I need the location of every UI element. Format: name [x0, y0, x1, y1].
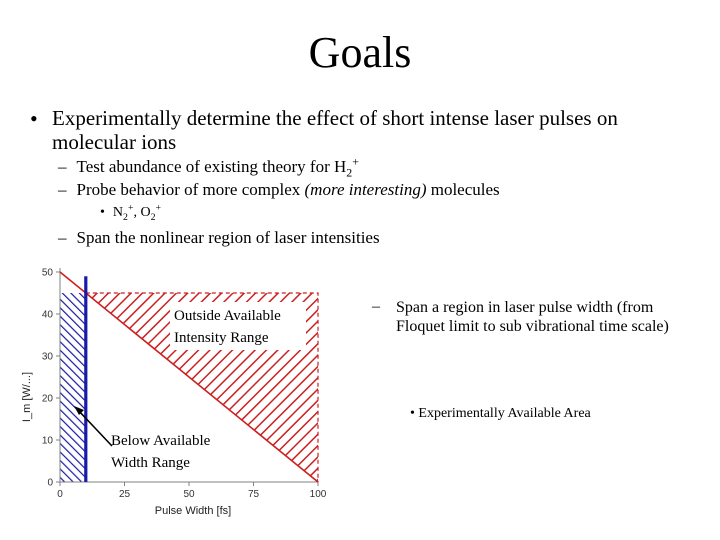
annotation-arrowhead	[74, 406, 84, 415]
x-axis-label: Pulse Width [fs]	[155, 505, 231, 517]
x-tick-label: 75	[248, 489, 260, 500]
sub-bullet-intensities: – Span the nonlinear region of laser inte…	[58, 228, 380, 247]
y-tick-label: 30	[42, 352, 54, 363]
x-tick-label: 100	[310, 489, 327, 500]
sub-bullet-molecules-prefix: Probe behavior of more complex	[76, 180, 305, 199]
right-dash: –	[372, 298, 380, 315]
n-sup: +	[127, 202, 134, 214]
y-tick-label: 50	[42, 268, 54, 279]
y-tick-label: 40	[42, 310, 54, 321]
available-area-bullet: • Experimentally Available Area	[410, 406, 591, 421]
below-width-region	[60, 293, 86, 482]
available-area-text: Experimentally Available Area	[418, 406, 591, 421]
sub-bullet-molecules-suffix: molecules	[426, 180, 500, 199]
right-bullet: Span a region in laser pulse width (from…	[396, 299, 669, 335]
y-axis-label: I_m [W/...]	[21, 372, 33, 422]
x-tick-label: 0	[57, 489, 63, 500]
page-title: Goals	[308, 28, 412, 77]
y-tick-label: 10	[42, 436, 54, 447]
chart: 0 25 50 75 100 0 10 20 30 40 50 Pulse Width [fs] I_m…	[21, 268, 327, 518]
n-label: N	[112, 205, 124, 220]
h-subscript: 2	[346, 165, 353, 180]
o-sup: +	[155, 202, 162, 214]
sub-bullet-theory-text: Test abundance of existing theory for H	[76, 157, 347, 176]
y-tick-label: 20	[42, 394, 54, 405]
sub-sub-bullet-molecules: • N2+, O2+	[100, 202, 162, 223]
sub-bullet-intensities-text: Span the nonlinear region of laser inten…	[76, 228, 380, 247]
below-label-box	[108, 426, 218, 474]
outside-intensity-label: Outside Available	[174, 308, 281, 324]
n-sub: 2	[123, 211, 128, 223]
below-width-label: Width Range	[111, 455, 190, 471]
plot-area: 0 25 50 75 100 0 10 20 30 40 50 Pulse Width [fs] I_m…	[21, 268, 327, 518]
x-tick-label: 50	[183, 489, 195, 500]
annotation-arrow	[77, 409, 113, 447]
sub-bullet-molecules: – Probe behavior of more complex (more in…	[58, 180, 500, 199]
bullet-dot: •	[30, 106, 38, 131]
outside-intensity-label: Intensity Range	[174, 330, 269, 346]
outside-label-box	[170, 302, 306, 350]
bullet-main: Experimentally determine the effect of s…	[52, 106, 618, 154]
boundary-line	[59, 271, 319, 483]
o-sub: 2	[150, 211, 156, 223]
outside-intensity-outline	[85, 292, 319, 482]
h-superscript: +	[352, 154, 359, 169]
y-tick-label: 0	[47, 478, 53, 489]
sub-bullet-theory: – Test abundance of existing theory for H…	[58, 154, 359, 180]
o-label: , O	[133, 205, 151, 220]
sub-bullet-molecules-italic: (more interesting)	[304, 180, 427, 199]
below-width-label: Below Available	[111, 433, 211, 449]
x-tick-label: 25	[119, 489, 131, 500]
